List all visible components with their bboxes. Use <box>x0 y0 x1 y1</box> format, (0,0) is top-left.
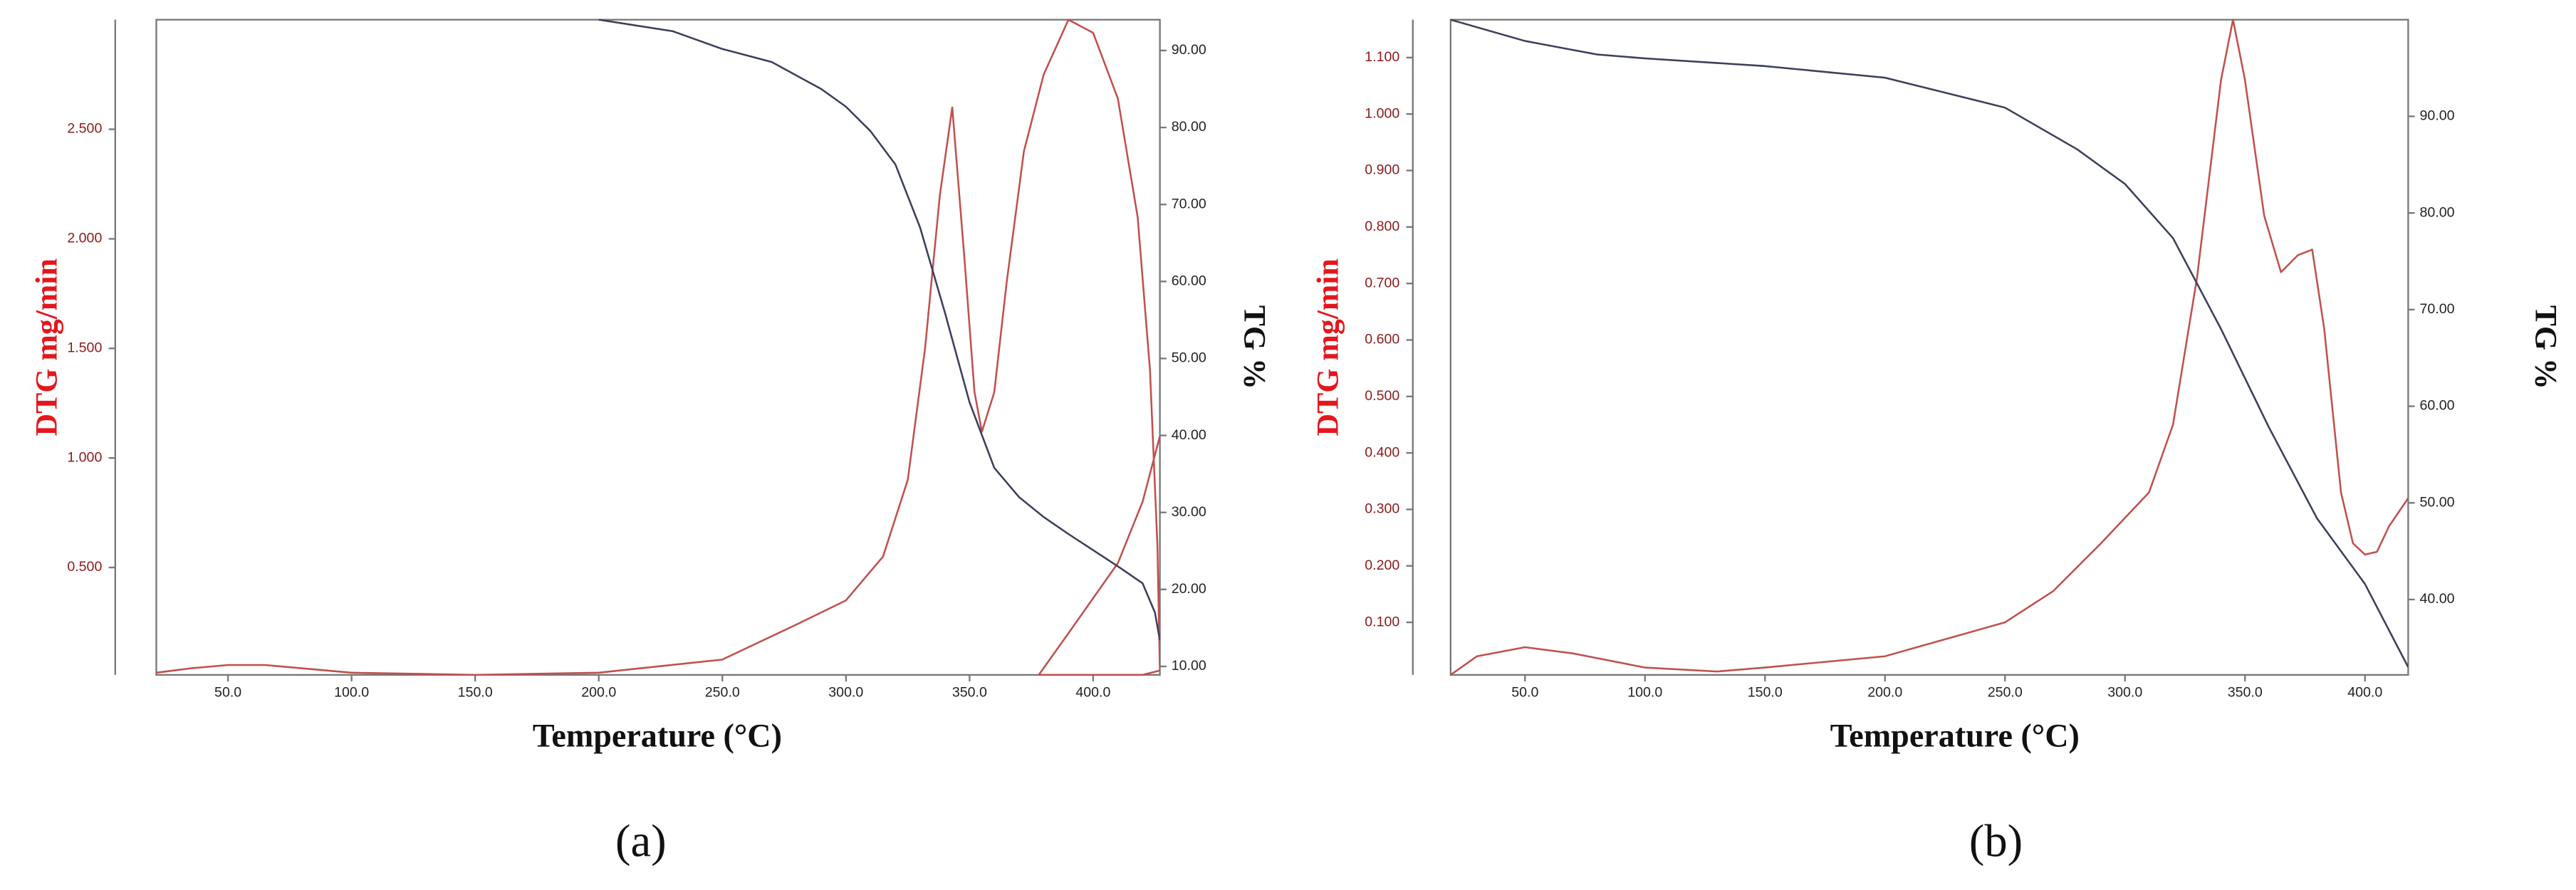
y-tick-label: 0.900 <box>1365 162 1399 178</box>
y2-tick-label: 90.00 <box>2420 108 2455 124</box>
x-axis-title: Temperature (°C) <box>1830 717 2080 753</box>
caption: (b) <box>1969 815 2023 867</box>
y-tick-label: 0.600 <box>1365 332 1399 347</box>
y-axis-title: DTG mg/min <box>30 258 64 436</box>
chart-panel: 50.0 100.0 150.0 200.0 250.0 300.0 350.0 400.0 0… <box>1311 19 2562 867</box>
y-tick-label: 1.500 <box>67 340 102 355</box>
y2-tick-label: 10.00 <box>1172 658 1206 674</box>
y2-axis-title: TG % <box>2528 305 2562 389</box>
y2-tick-label: 70.00 <box>1172 196 1206 211</box>
y2-tick-label: 20.00 <box>1172 581 1206 597</box>
x-tick-label: 50.0 <box>1511 684 1538 700</box>
y2-tick-label: 60.00 <box>2420 398 2455 414</box>
tg-line <box>598 19 1160 641</box>
y2-tick-label: 50.00 <box>2420 494 2455 510</box>
x-tick-label: 400.0 <box>2347 684 2382 700</box>
chart-panel: 50.0 100.0 150.0 200.0 250.0 300.0 350.0 400.0 0… <box>30 19 1272 867</box>
tg-line <box>1450 19 2409 668</box>
y-tick-label: 0.300 <box>1365 501 1399 517</box>
y-tick-label: 0.400 <box>1365 444 1399 460</box>
x-tick-label: 350.0 <box>952 684 987 700</box>
y2-tick-label: 30.00 <box>1172 504 1206 520</box>
y2-tick-label: 40.00 <box>1172 427 1206 443</box>
x-tick-label: 150.0 <box>1748 684 1783 700</box>
dtg-line <box>1450 19 2409 676</box>
series-group <box>1450 19 2409 676</box>
y-tick-label: 0.200 <box>1365 557 1399 573</box>
y2-tick-label: 70.00 <box>2420 301 2455 317</box>
x-tick-label: 250.0 <box>1988 684 2023 700</box>
y-tick-label: 2.000 <box>67 231 102 246</box>
y2-tick-label: 50.00 <box>1172 350 1206 366</box>
x-tick-label: 100.0 <box>1627 684 1662 700</box>
y-tick-label: 0.700 <box>1365 275 1399 290</box>
y2-tick-label: 60.00 <box>1172 273 1206 288</box>
x-tick-label: 300.0 <box>2107 684 2142 700</box>
y-tick-label: 0.800 <box>1365 219 1399 234</box>
y-tick-label: 1.000 <box>67 449 102 465</box>
x-tick-label: 350.0 <box>2228 684 2263 700</box>
x-tick-label: 400.0 <box>1075 684 1110 700</box>
x-tick-label: 150.0 <box>458 684 493 700</box>
x-tick-label: 100.0 <box>334 684 369 700</box>
y2-tick-label: 90.00 <box>1172 42 1206 58</box>
y2-tick-label: 80.00 <box>2420 204 2455 220</box>
dtg-line <box>156 19 1160 676</box>
y-axis-title: DTG mg/min <box>1311 258 1345 436</box>
x-tick-label: 50.0 <box>214 684 241 700</box>
y2-tick-label: 40.00 <box>2420 591 2455 607</box>
y-tick-label: 1.000 <box>1365 105 1399 121</box>
x-tick-label: 300.0 <box>828 684 863 700</box>
y2-tick-label: 80.00 <box>1172 119 1206 135</box>
y-tick-label: 0.100 <box>1365 614 1399 629</box>
y-tick-label: 0.500 <box>1365 388 1399 404</box>
y-tick-label: 0.500 <box>67 559 102 575</box>
plot-frame <box>1449 19 2409 676</box>
y-tick-label: 1.100 <box>1365 49 1399 65</box>
x-tick-label: 200.0 <box>1867 684 1902 700</box>
y2-axis-title: TG % <box>1238 305 1272 389</box>
y-tick-label: 2.500 <box>67 121 102 137</box>
x-axis-title: Temperature (°C) <box>533 717 782 753</box>
x-tick-label: 250.0 <box>705 684 740 700</box>
caption: (a) <box>615 815 667 867</box>
x-tick-label: 200.0 <box>581 684 616 700</box>
series-group <box>156 19 1160 676</box>
plot-frame <box>155 19 1161 676</box>
